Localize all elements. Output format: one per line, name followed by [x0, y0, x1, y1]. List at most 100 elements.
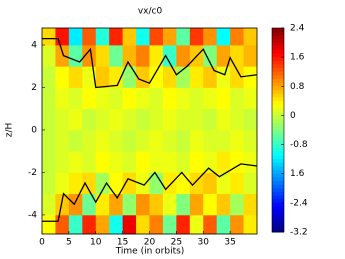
- heat-cell: [42, 129, 56, 152]
- heat-cell: [42, 44, 56, 67]
- colorbar-segment: [272, 53, 284, 58]
- colorbar-segment: [272, 75, 284, 80]
- colorbar-segment: [272, 195, 284, 200]
- heat-cell: [176, 44, 191, 67]
- heat-cell: [122, 151, 137, 173]
- colorbar-segment: [272, 68, 284, 73]
- colorbar-segment: [272, 144, 284, 149]
- heat-cell: [136, 193, 150, 216]
- heat-cell: [136, 28, 150, 46]
- heat-cell: [176, 28, 191, 46]
- heat-cell: [82, 193, 97, 216]
- boundary-line: [42, 37, 258, 89]
- colorbar-segment: [272, 130, 284, 135]
- heat-cell: [122, 129, 137, 152]
- heat-cell: [176, 214, 191, 235]
- colorbar-segment: [272, 64, 284, 69]
- colorbar-segment: [272, 119, 284, 124]
- heat-cell: [189, 28, 204, 46]
- heat-cell: [42, 28, 56, 46]
- y-axis-label: z/H: [5, 123, 15, 138]
- colorbar-segment: [272, 137, 284, 142]
- heat-cell: [109, 108, 124, 131]
- x-tick-label: 20: [144, 238, 156, 248]
- heat-cell: [230, 172, 244, 195]
- colorbar-tick-label: 0.8: [290, 82, 305, 92]
- colorbar-segment: [272, 31, 284, 36]
- heat-cell: [42, 193, 56, 216]
- heat-cell: [230, 193, 244, 216]
- colorbar-segment: [272, 82, 284, 87]
- colorbar-frame: [271, 27, 285, 233]
- heat-cell: [149, 151, 164, 173]
- colorbar-segment: [272, 46, 284, 51]
- heat-cell: [203, 87, 218, 110]
- colorbar-tick-label: -0.8: [290, 140, 308, 150]
- heat-cell: [68, 214, 83, 235]
- heat-cell: [95, 151, 110, 173]
- colorbar-tick-label: 2.4: [290, 24, 305, 34]
- colorbar-segment: [272, 191, 284, 197]
- heat-cell: [230, 28, 244, 46]
- colorbar-segment: [272, 199, 284, 204]
- boundary-line: [42, 163, 258, 222]
- x-tick-label: 30: [198, 238, 210, 248]
- heat-cell: [149, 87, 164, 110]
- heat-cell: [109, 129, 124, 152]
- colorbar-segment: [272, 202, 284, 207]
- heat-cell: [109, 66, 124, 88]
- x-axis-label: Time (in orbits): [115, 247, 185, 257]
- heat-cell: [149, 28, 164, 46]
- heat-cell: [42, 214, 56, 235]
- colorbar-tick-label: -3.2: [290, 228, 308, 238]
- heat-cell: [149, 108, 164, 131]
- colorbar-segment: [272, 89, 284, 95]
- heat-cell: [189, 87, 204, 110]
- heat-cell: [162, 172, 177, 195]
- heat-cell: [136, 129, 150, 152]
- heat-cell: [189, 151, 204, 173]
- colorbar-tick-label: -2.4: [290, 198, 308, 208]
- heat-cell: [95, 214, 110, 235]
- colorbar-tick-label: 0: [290, 111, 296, 121]
- heat-cell: [243, 172, 258, 195]
- colorbar-segment: [272, 35, 284, 40]
- heat-cell: [203, 66, 218, 88]
- colorbar-segment: [272, 159, 284, 164]
- heat-cell: [136, 151, 150, 173]
- colorbar-segment: [272, 38, 284, 44]
- x-tick-label: 0: [39, 238, 45, 248]
- heat-cell: [162, 193, 177, 216]
- heat-cell: [55, 66, 70, 88]
- heat-cell: [122, 214, 137, 235]
- colorbar-segment: [272, 181, 284, 186]
- heat-cell: [203, 214, 218, 235]
- heat-cell: [149, 172, 164, 195]
- heat-cell: [149, 129, 164, 152]
- y-tick-label: -2: [28, 168, 37, 178]
- heat-cell: [203, 129, 218, 152]
- heat-cell: [176, 151, 191, 173]
- heat-cell: [149, 66, 164, 88]
- heat-cell: [216, 28, 231, 46]
- heat-cell: [203, 151, 218, 173]
- heat-cell: [82, 129, 97, 152]
- heat-cell: [162, 87, 177, 110]
- colorbar-segment: [272, 28, 284, 33]
- heat-cell: [122, 172, 137, 195]
- heat-cell: [136, 214, 150, 235]
- heat-cell: [82, 28, 97, 46]
- heat-cell: [42, 172, 56, 195]
- heat-cell: [216, 108, 231, 131]
- heat-cell: [82, 108, 97, 131]
- heat-cell: [109, 172, 124, 195]
- colorbar-segment: [272, 49, 284, 54]
- heat-cell: [216, 151, 231, 173]
- heat-cell: [162, 129, 177, 152]
- heat-cell: [243, 214, 258, 235]
- heat-cell: [176, 193, 191, 216]
- heat-cell: [68, 108, 83, 131]
- heat-cell: [243, 108, 258, 131]
- heat-cell: [42, 87, 56, 110]
- heat-cell: [162, 151, 177, 173]
